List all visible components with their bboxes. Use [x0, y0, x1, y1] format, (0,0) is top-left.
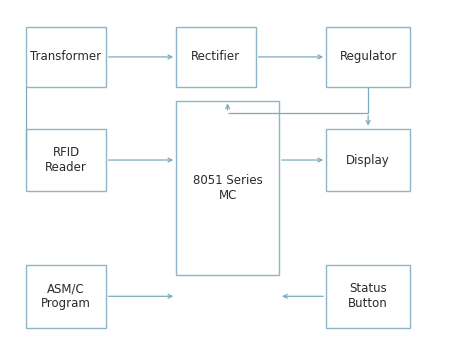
Bar: [176, 27, 256, 87]
Text: Transformer: Transformer: [30, 50, 101, 64]
Text: 8051 Series
MC: 8051 Series MC: [193, 174, 263, 202]
Text: Rectifier: Rectifier: [191, 50, 240, 64]
Text: Status
Button: Status Button: [348, 282, 388, 310]
Text: Display: Display: [346, 153, 390, 166]
Text: Regulator: Regulator: [339, 50, 397, 64]
Bar: [26, 27, 106, 87]
Bar: [326, 265, 410, 328]
Bar: [26, 129, 106, 191]
Text: RFID
Reader: RFID Reader: [45, 146, 87, 174]
Text: ASM/C
Program: ASM/C Program: [41, 282, 91, 310]
Bar: [26, 265, 106, 328]
Bar: [326, 27, 410, 87]
Bar: [176, 100, 279, 275]
Bar: [326, 129, 410, 191]
